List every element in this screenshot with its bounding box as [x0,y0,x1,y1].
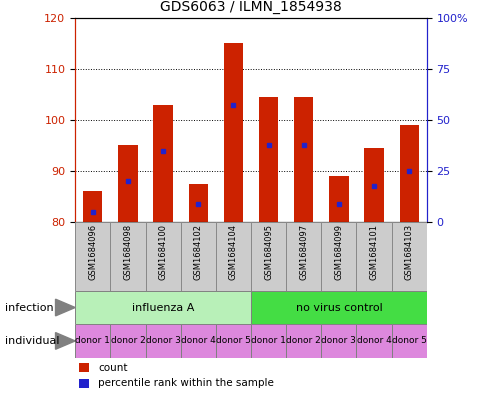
Text: GSM1684103: GSM1684103 [404,224,413,280]
Bar [391,324,426,358]
Bar [188,184,208,222]
Bar [215,324,251,358]
Text: donor 3: donor 3 [145,336,180,345]
Text: GSM1684104: GSM1684104 [228,224,238,280]
Bar [75,291,251,324]
Bar [75,222,110,291]
Bar [363,148,383,222]
Text: count: count [98,362,127,373]
Bar [399,125,418,222]
Bar [329,176,348,222]
Bar [78,379,89,387]
Text: GSM1684099: GSM1684099 [333,224,343,280]
Bar [286,222,320,291]
Bar [223,43,242,222]
Bar [110,222,145,291]
Text: GSM1684098: GSM1684098 [123,224,132,280]
Text: donor 5: donor 5 [215,336,250,345]
Text: donor 1: donor 1 [75,336,110,345]
Bar [356,324,391,358]
Bar [293,97,313,222]
Bar [145,222,180,291]
Bar [78,363,89,372]
Bar [145,324,180,358]
Text: donor 3: donor 3 [321,336,356,345]
Bar [180,222,215,291]
Text: GSM1684096: GSM1684096 [88,224,97,280]
Text: donor 4: donor 4 [356,336,391,345]
Text: no virus control: no virus control [295,303,381,312]
Bar [286,324,320,358]
Polygon shape [55,332,75,349]
Text: donor 2: donor 2 [286,336,320,345]
Text: percentile rank within the sample: percentile rank within the sample [98,378,273,388]
Text: influenza A: influenza A [132,303,194,312]
Bar [153,105,172,222]
Polygon shape [55,299,75,316]
Text: donor 4: donor 4 [181,336,215,345]
Bar [320,222,356,291]
Bar [118,145,137,222]
Bar [83,191,102,222]
Text: GSM1684102: GSM1684102 [193,224,202,280]
Text: infection: infection [5,303,53,312]
Text: donor 5: donor 5 [391,336,426,345]
Text: GSM1684097: GSM1684097 [299,224,308,280]
Text: GSM1684101: GSM1684101 [369,224,378,280]
Bar [215,222,251,291]
Bar [251,291,426,324]
Bar [356,222,391,291]
Text: donor 1: donor 1 [251,336,286,345]
Bar [258,97,278,222]
Bar [110,324,145,358]
Bar [180,324,215,358]
Text: GSM1684100: GSM1684100 [158,224,167,280]
Text: donor 2: donor 2 [110,336,145,345]
Text: GSM1684095: GSM1684095 [263,224,272,280]
Text: individual: individual [5,336,59,346]
Bar [251,324,286,358]
Bar [320,324,356,358]
Title: GDS6063 / ILMN_1854938: GDS6063 / ILMN_1854938 [160,0,341,14]
Bar [391,222,426,291]
Bar [75,324,110,358]
Bar [251,222,286,291]
